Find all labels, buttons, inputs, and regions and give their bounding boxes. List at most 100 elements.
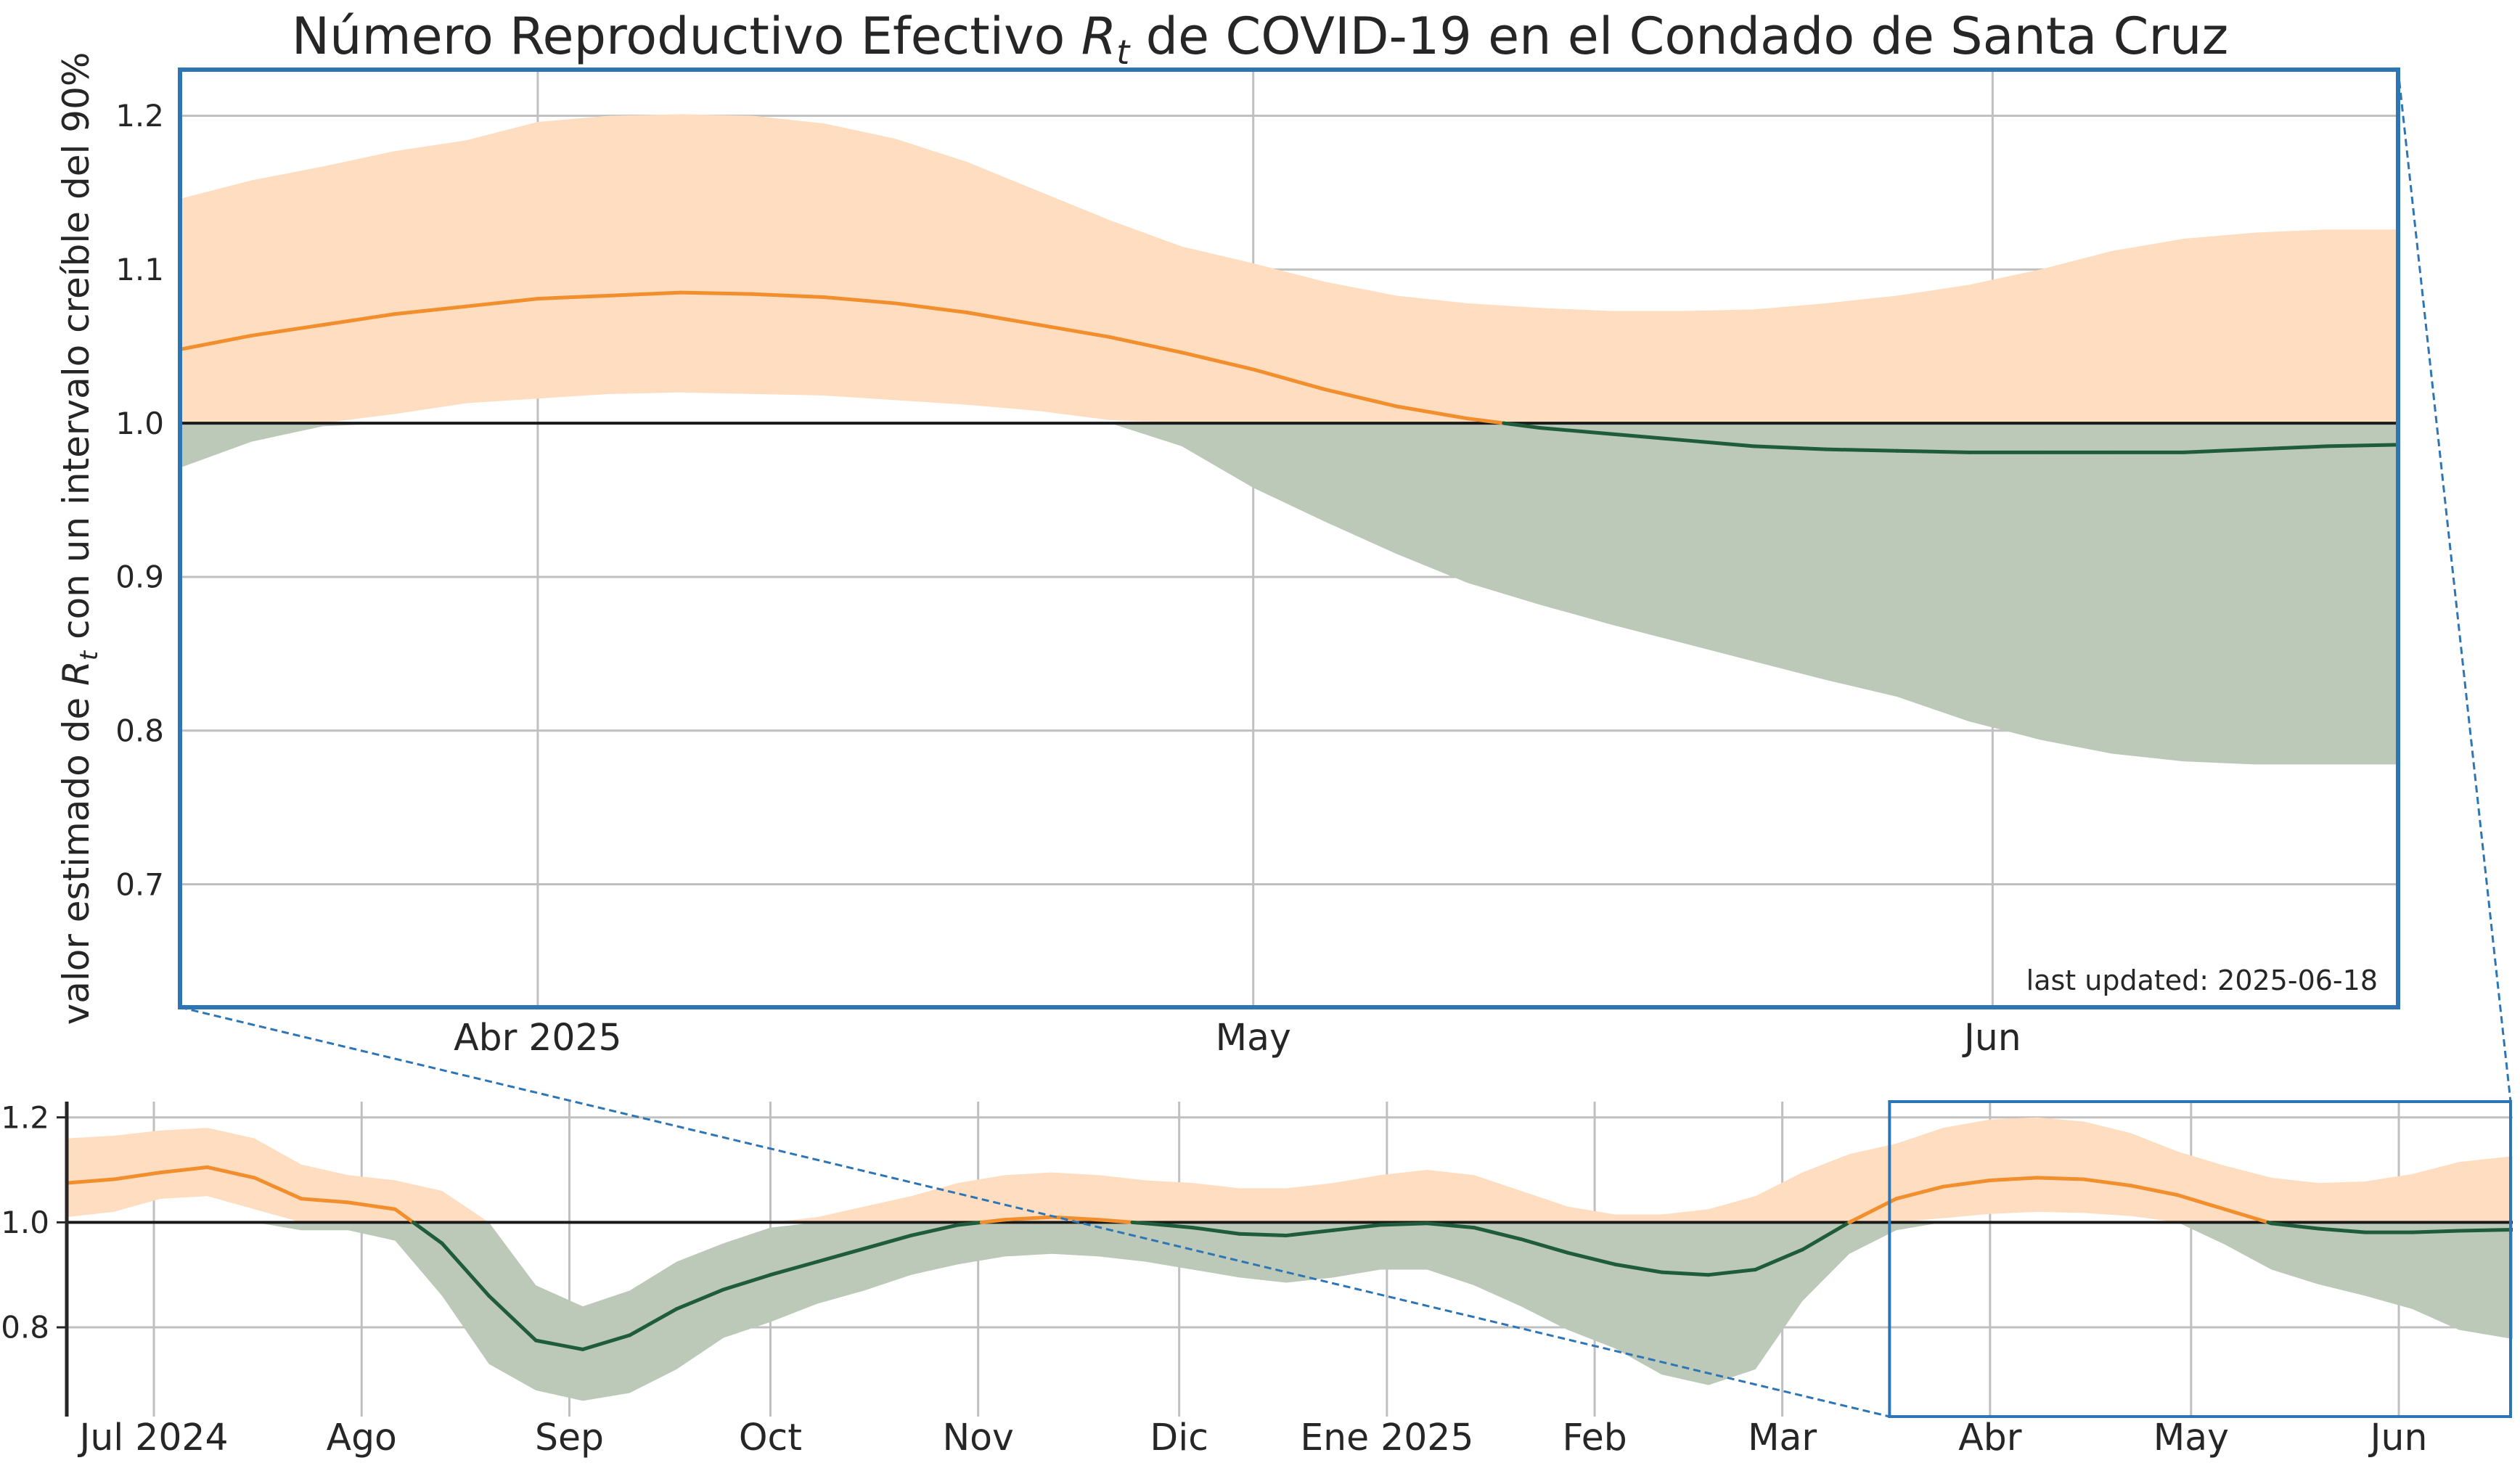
median-rt-line-segment [1680, 438, 1756, 448]
chart-title-subscript: t [1116, 33, 1131, 72]
x-tick-label: Mar [1748, 1416, 1817, 1459]
median-rt-line-segment [909, 1223, 960, 1237]
y-tick-label: 0.8 [1, 1310, 49, 1345]
median-rt-line-segment [1823, 447, 1899, 453]
median-rt-line-segment [1322, 388, 1399, 409]
zoom-panel-bands [180, 114, 2398, 765]
median-rt-line-segment [487, 1294, 538, 1343]
median-rt-line-segment [862, 1233, 913, 1251]
y-axis-label-symbol: R [55, 660, 97, 686]
median-rt-line-segment [768, 1260, 819, 1277]
median-rt-line-segment [112, 1171, 163, 1181]
median-rt-line-segment [893, 301, 969, 315]
x-tick-label: May [1216, 1016, 1291, 1059]
median-rt-line-segment [253, 1176, 303, 1201]
x-tick-label: Feb [1562, 1416, 1627, 1459]
median-rt-line-segment [1036, 323, 1113, 340]
y-tick-label: 0.7 [115, 866, 164, 902]
median-rt-line-segment [2324, 443, 2398, 448]
median-rt-line-segment [299, 1197, 351, 1205]
median-rt-line-segment [321, 312, 397, 327]
median-rt-line-segment [1238, 1232, 1288, 1237]
x-tick-label: Dic [1150, 1416, 1208, 1459]
median-rt-line-segment [721, 1273, 772, 1292]
overview-panel-bands [67, 1117, 2513, 1401]
median-rt-line-segment [1108, 335, 1184, 355]
zoom-panel-ticks: 0.7 0.8 0.9 1.0 1.1 1.2 Abr 2025 May Jun [115, 98, 2021, 1059]
median-rt-line-segment [1659, 1270, 1711, 1277]
median-rt-line-segment [2175, 1193, 2227, 1211]
chart-title: Número Reproductivo Efectivo Rt de COVID… [292, 7, 2228, 72]
median-rt-line-segment [1894, 1184, 1945, 1201]
median-rt-line-segment [1097, 1218, 1134, 1224]
zoom-connector-right [2397, 69, 2512, 1102]
median-rt-line-segment [1752, 444, 1828, 451]
median-rt-line-segment [2222, 1207, 2270, 1224]
median-rt-line-segment [250, 323, 325, 337]
x-tick-label: Jun [1962, 1016, 2021, 1059]
y-tick-label: 1.1 [115, 252, 164, 287]
median-rt-line-segment [1519, 1237, 1570, 1255]
median-rt-line-segment [1537, 426, 1613, 436]
last-updated-note: last updated: 2025-06-18 [2026, 964, 2378, 996]
x-tick-label: May [2153, 1416, 2229, 1459]
median-rt-line-segment [1284, 1228, 1335, 1237]
median-rt-line-segment [393, 1207, 415, 1224]
y-tick-label: 1.0 [1, 1205, 49, 1240]
median-rt-line-segment [1394, 404, 1470, 421]
median-rt-line-segment [815, 1247, 867, 1264]
median-rt-line-segment [1378, 1221, 1429, 1227]
chart-title-prefix: Número Reproductivo Efectivo [292, 7, 1081, 66]
y-axis-label-suffix: con un intervalo creíble del 90% [55, 52, 97, 651]
zoom-panel-lines [180, 290, 2398, 454]
median-rt-line-segment [2181, 447, 2257, 454]
median-rt-line-segment [205, 1165, 257, 1180]
median-rt-line-segment [2270, 1221, 2320, 1231]
chart-title-symbol: R [1081, 7, 1117, 66]
credible-interval-below-1 [67, 1222, 2513, 1401]
credible-interval-above-1 [180, 114, 2398, 424]
y-tick-label: 1.0 [115, 406, 164, 441]
median-rt-line-segment [674, 1287, 726, 1311]
x-tick-label: Abr [1958, 1416, 2021, 1459]
median-rt-line-segment [1143, 1221, 1195, 1230]
overview-panel-lines [67, 1165, 2513, 1351]
y-tick-label: 0.8 [115, 713, 164, 748]
median-rt-line-segment [2410, 1229, 2461, 1234]
median-rt-line-segment [2034, 1176, 2086, 1181]
median-rt-line-segment [1754, 1247, 1804, 1271]
median-rt-line-segment [464, 297, 540, 308]
y-tick-label: 1.2 [1, 1099, 49, 1135]
median-rt-line-segment [533, 1338, 585, 1351]
credible-interval-below-1 [180, 423, 2398, 765]
median-rt-line-segment [1251, 367, 1327, 392]
median-rt-line-segment [1130, 1220, 1148, 1226]
median-rt-line-segment [679, 290, 755, 296]
median-rt-line-segment [411, 1220, 444, 1245]
median-rt-line-segment [607, 290, 683, 298]
median-rt-line-segment [1502, 421, 1542, 430]
median-rt-line-segment [822, 295, 898, 306]
median-rt-line-segment [581, 1333, 632, 1351]
median-rt-line-segment [2457, 1227, 2513, 1233]
median-rt-line-segment [1179, 351, 1256, 372]
median-rt-line-segment [965, 311, 1041, 327]
median-rt-line-segment [67, 1177, 116, 1185]
median-rt-line-segment [1050, 1215, 1101, 1222]
median-rt-line-segment [956, 1220, 983, 1227]
median-rt-line-segment [1706, 1267, 1758, 1277]
x-tick-label: Sep [535, 1416, 604, 1459]
median-rt-line-segment [1003, 1215, 1054, 1222]
median-rt-line-segment [750, 292, 826, 299]
median-rt-line-segment [2253, 444, 2328, 451]
y-tick-label: 1.2 [115, 98, 164, 134]
x-tick-label: Jul 2024 [77, 1416, 228, 1459]
x-tick-label: Oct [739, 1416, 802, 1459]
zoom-indicator [179, 69, 2513, 1418]
median-rt-line-segment [1190, 1226, 1242, 1236]
median-rt-line-segment [979, 1218, 1007, 1224]
median-rt-line-segment [2316, 1226, 2368, 1234]
x-tick-label: Ene 2025 [1300, 1416, 1473, 1459]
y-tick-label: 0.9 [115, 560, 164, 595]
